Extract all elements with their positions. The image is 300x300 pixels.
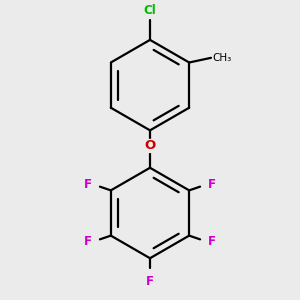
Text: F: F — [208, 236, 216, 248]
Text: F: F — [146, 275, 154, 288]
Text: F: F — [84, 178, 92, 191]
Text: O: O — [144, 140, 156, 152]
Text: CH₃: CH₃ — [213, 53, 232, 63]
Text: F: F — [84, 236, 92, 248]
Text: F: F — [208, 178, 216, 191]
Text: Cl: Cl — [144, 4, 156, 17]
